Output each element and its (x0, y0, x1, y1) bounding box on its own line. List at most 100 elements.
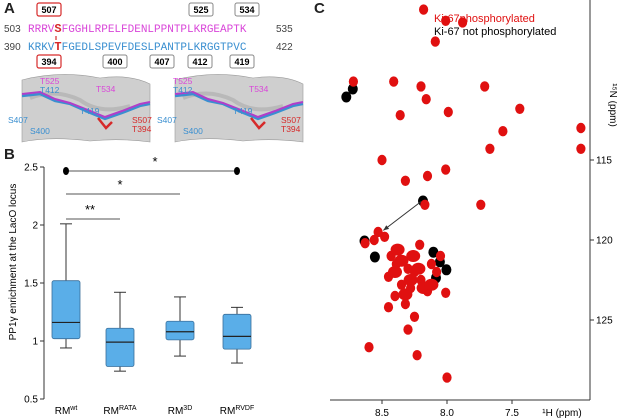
peak-phosphorylated (441, 287, 451, 298)
panel-b-boxplot: PP1γ enrichment at the LacO locus 0.5 1 1.… (8, 154, 255, 417)
peak-phosphorylated (576, 143, 586, 154)
box-iqr (105, 327, 135, 367)
peak-phosphorylated (435, 250, 446, 262)
peak-phosphorylated (426, 258, 436, 270)
peak-phosphorylated (422, 170, 433, 182)
peak-phosphorylated (396, 279, 407, 290)
shift-arrow-head (383, 225, 390, 231)
label-s407-left: S407 (8, 115, 28, 125)
peak-phosphorylated (395, 110, 405, 121)
peak-phosphorylated (432, 266, 442, 278)
peak-phosphorylated (421, 94, 431, 105)
peak-not-phosphorylated (428, 246, 439, 258)
panel-a: 507 525 534 503 RRRVSFGGHLRPELFDENLPPNTP… (4, 2, 304, 143)
peak-phosphorylated (403, 274, 418, 286)
sig-label-wtvsrvdf: * (152, 154, 157, 169)
peak-phosphorylated (576, 122, 586, 134)
peak-phosphorylated (515, 103, 525, 115)
xtick-label: 8.5 (375, 408, 389, 419)
label-t412-left: T412 (40, 85, 60, 95)
peak-phosphorylated (398, 288, 413, 301)
panel-b-yticks: 0.5 1 1.5 2 2.5 (24, 163, 44, 406)
label-t412-right: T412 (173, 85, 193, 95)
seq-bottom-start: 390 (4, 42, 21, 53)
peak-phosphorylated (364, 342, 374, 353)
panel-c-letter: C (314, 0, 325, 17)
svg-text:RRRVSFGGHLRPELFDENLPPNTPLKRGEA: RRRVSFGGHLRPELFDENLPPNTPLKRGEAPTK (28, 22, 247, 36)
peak-phosphorylated (416, 81, 426, 92)
seq-bottom-rest: FGEDLSPEVFDESLPANTPLKRGGTPVC (62, 42, 247, 54)
seq-top-end: 535 (276, 24, 293, 35)
peak-phosphorylated (458, 17, 468, 28)
seq-top-prefix: RRRV (28, 24, 55, 36)
peak-phosphorylated (442, 372, 452, 383)
peak-phosphorylated (430, 36, 440, 47)
peak-phosphorylated (348, 76, 358, 87)
peak-phosphorylated (415, 239, 425, 250)
top-box-534: 534 (239, 5, 254, 15)
peak-phosphorylated (409, 311, 420, 322)
xlabel-rmrvdf: RMRVDF (220, 405, 255, 417)
peak-phosphorylated (498, 126, 508, 137)
seq-top-start: 503 (4, 24, 21, 35)
label-t525-right: T525 (173, 76, 193, 86)
panel-c-ticks: 8.5 8.0 7.5 115 120 125 (375, 156, 613, 419)
bottom-box-394: 394 (41, 57, 56, 67)
outlier-point (234, 167, 240, 175)
label-t394-left: T394 (132, 124, 152, 134)
xlabel-rmrata: RMRATA (103, 405, 137, 417)
label-s400-left: S400 (30, 126, 50, 136)
bottom-box-419: 419 (234, 57, 249, 67)
ytick-label: 2.5 (24, 163, 38, 174)
ytick-label: 1.5 (24, 279, 38, 290)
peak-phosphorylated (360, 238, 370, 249)
sig-label-wtvsrata: ** (85, 202, 95, 217)
structure-image-right: T525 T412 T534 T419 S407 S400 S507 T394 (157, 74, 304, 143)
peak-phosphorylated (394, 254, 409, 267)
ytick-label: 120 (596, 236, 613, 247)
peak-phosphorylated (406, 250, 421, 262)
peak-phosphorylated (424, 278, 439, 291)
panel-b-letter: B (4, 146, 15, 163)
ytick-label: 1 (32, 337, 38, 348)
peak-phosphorylated (373, 226, 383, 238)
seq-bottom-prefix: KRKV (28, 42, 55, 54)
seq-bottom-end: 422 (276, 42, 293, 53)
label-s407-right: S407 (157, 115, 177, 125)
peak-phosphorylated (441, 164, 451, 175)
sequence-alignment: 503 RRRVSFGGHLRPELFDENLPPNTPLKRGEAPTK 53… (4, 22, 293, 54)
peak-phosphorylated (400, 175, 410, 186)
xtick-label: 8.0 (440, 408, 454, 419)
xlabel-rm3d: RM3D (168, 405, 193, 417)
ytick-label: 0.5 (24, 395, 38, 406)
peak-phosphorylated (485, 143, 495, 154)
panel-c-xlabel: ¹H (ppm) (542, 408, 581, 419)
peak-phosphorylated (388, 266, 402, 278)
peak-phosphorylated (377, 154, 387, 166)
peak-phosphorylated (419, 4, 429, 15)
label-t419-right: T419 (233, 106, 253, 116)
peak-phosphorylated (400, 298, 410, 310)
peak-phosphorylated (476, 199, 486, 210)
peak-phosphorylated (383, 302, 394, 313)
ytick-label: 115 (596, 156, 612, 167)
peak-phosphorylated (412, 350, 422, 361)
label-t419-left: T419 (80, 106, 100, 116)
peak-phosphorylated (443, 106, 453, 118)
seq-top-rest: FGGHLRPELFDENLPPNTPLKRGEAPTK (62, 24, 247, 36)
label-t394-right: T394 (281, 124, 301, 134)
panel-b-xlabels: RMwt RMRATA RM3D RMRVDF (55, 405, 255, 417)
peak-not-phosphorylated (341, 91, 352, 103)
peak-phosphorylated (389, 76, 399, 87)
panel-b-significance: ** * * (66, 154, 237, 220)
svg-text:KRKVTFGEDLSPEVFDESLPANTPLKRGGT: KRKVTFGEDLSPEVFDESLPANTPLKRGGTPVC (28, 40, 247, 54)
top-box-525: 525 (193, 5, 208, 15)
label-s400-right: S400 (183, 126, 203, 136)
label-s507-right: S507 (281, 115, 301, 125)
panel-c-peaks (341, 4, 586, 383)
peak-phosphorylated (420, 199, 430, 210)
outlier-point (63, 167, 69, 175)
ytick-label: 125 (596, 316, 613, 327)
peak-phosphorylated (390, 243, 405, 256)
box-iqr (51, 280, 81, 340)
